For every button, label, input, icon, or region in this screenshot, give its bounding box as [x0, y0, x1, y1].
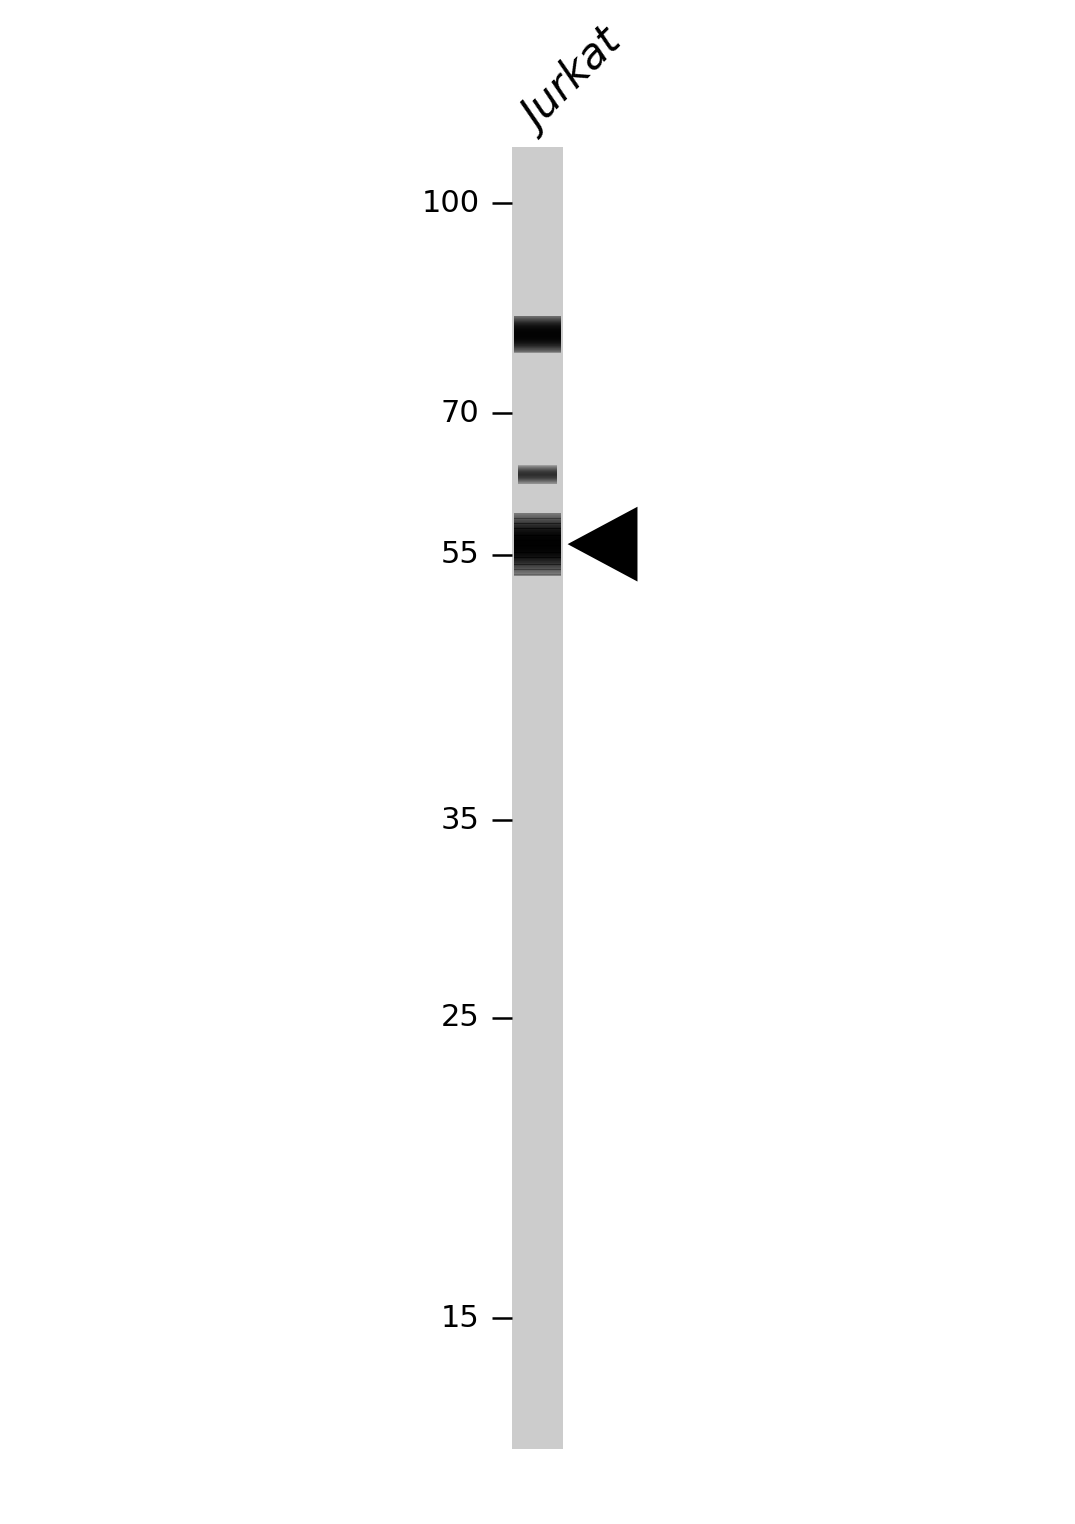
Text: 70: 70: [441, 399, 479, 428]
Bar: [512, 148, 563, 1449]
Text: 15: 15: [441, 1303, 479, 1332]
Text: 55: 55: [441, 539, 479, 570]
Text: Jurkat: Jurkat: [516, 24, 632, 140]
Polygon shape: [568, 506, 637, 582]
Text: 25: 25: [441, 1003, 479, 1032]
Text: 100: 100: [421, 189, 479, 218]
Text: 35: 35: [441, 806, 479, 835]
